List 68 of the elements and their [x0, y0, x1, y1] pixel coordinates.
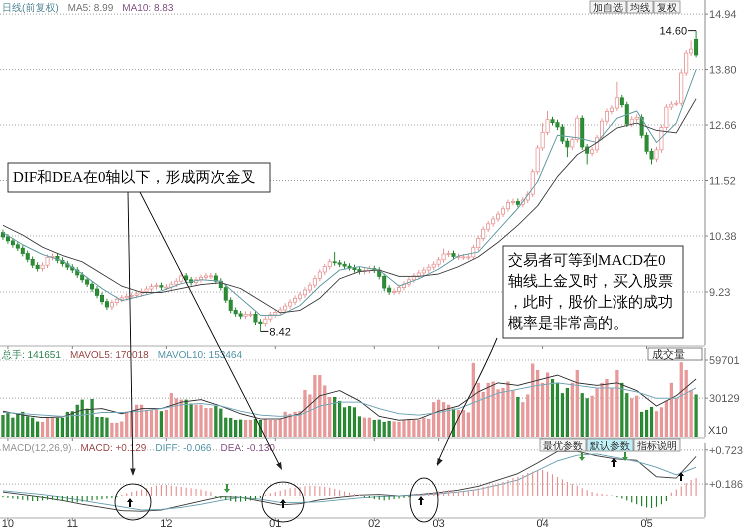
- bar: [50, 418, 54, 437]
- bar: [95, 417, 99, 437]
- annotation: 最优参数: [543, 440, 583, 452]
- bar: [402, 420, 406, 437]
- bar: [511, 390, 515, 437]
- bar: [46, 418, 50, 437]
- annotation: DIFF: -0.066: [155, 443, 212, 454]
- y-tick-label: +0.723: [709, 444, 743, 457]
- annotation: 指标说明: [636, 440, 677, 452]
- bar: [556, 382, 560, 437]
- bar: [352, 407, 356, 437]
- text: X10: [708, 425, 728, 437]
- y-tick-label: 13.80: [709, 64, 737, 77]
- x-tick-label: 10: [2, 518, 14, 528]
- bar: [194, 404, 198, 437]
- x-tick-label: 05: [640, 518, 653, 528]
- y-tick-label: +0.186: [709, 479, 743, 492]
- y-tick-label: 10.38: [709, 231, 737, 243]
- annotation: 成交量: [652, 348, 685, 361]
- bar: [654, 411, 658, 437]
- y-tick-label: 59701: [709, 354, 740, 367]
- annotation: MACD(12,26,9): [2, 443, 72, 454]
- x-tick-label: 11: [66, 518, 78, 528]
- y-tick-label: 30129: [709, 393, 740, 406]
- bar: [209, 408, 213, 437]
- annotation: 交易者可等到MACD在0轴线上金叉时，买入股票，此时，股价上涨的成功概率是非常高的。: [508, 252, 673, 332]
- annotation: DIF和DEA在0轴以下，形成两次金叉: [13, 169, 256, 186]
- line-series: [2, 382, 697, 417]
- annotation: 总手: 141651: [1, 349, 62, 361]
- y-tick-label: 11.52: [709, 176, 736, 188]
- y-tick-label: 9.23: [709, 286, 730, 299]
- bar: [1, 415, 5, 437]
- bar: [501, 388, 505, 437]
- bar: [105, 418, 109, 437]
- annotation: 加自选: [593, 2, 623, 14]
- annotation: 日线(前复权): [2, 2, 59, 14]
- x-tick-label: 12: [160, 518, 172, 528]
- annotation: 复权: [657, 2, 677, 14]
- bar: [397, 422, 401, 437]
- bar: [40, 422, 44, 437]
- bar: [550, 378, 554, 437]
- bar: [392, 422, 396, 437]
- line-series: [2, 374, 697, 421]
- y-tick-label: 12.66: [709, 120, 737, 132]
- bar: [204, 408, 208, 437]
- candlestick: [694, 30, 698, 58]
- bar: [348, 406, 352, 437]
- bar: [694, 394, 698, 437]
- x-tick-label: 03: [432, 518, 445, 528]
- bar: [244, 420, 248, 437]
- annotation: MA5: 8.99: [68, 3, 114, 14]
- x-tick-label: 02: [368, 518, 380, 528]
- bar: [199, 404, 203, 437]
- annotation: 14.60: [660, 26, 688, 38]
- x-tick-label: 04: [536, 518, 549, 528]
- annotation: 8.42: [269, 326, 291, 338]
- bar: [150, 410, 154, 437]
- annotation: 均线: [629, 2, 650, 14]
- annotation: 默认参数: [589, 440, 630, 452]
- x-tick-label: 01: [269, 518, 282, 528]
- bar: [100, 417, 104, 437]
- bar: [650, 406, 654, 437]
- y-tick-label: 14.94: [709, 9, 737, 22]
- bar: [358, 416, 362, 437]
- bar: [516, 397, 520, 437]
- bar: [160, 411, 164, 437]
- bar: [248, 420, 252, 437]
- annotation: MA10: 8.83: [122, 3, 174, 14]
